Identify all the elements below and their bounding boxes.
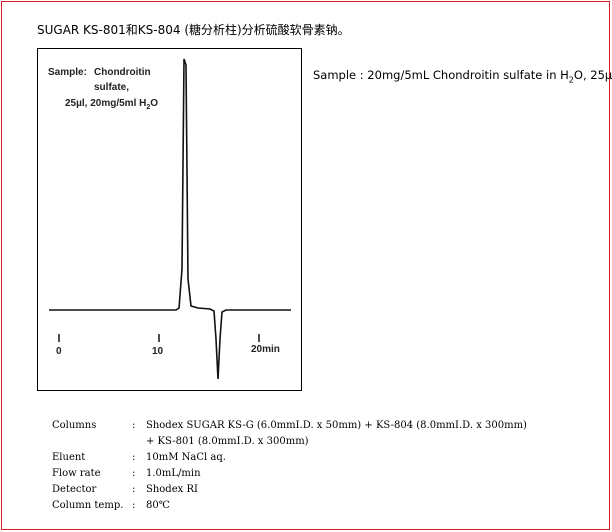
condition-row: Columns: Shodex SUGAR KS-G (6.0mmI.D. x 5… <box>52 420 527 431</box>
sample-conc: 25µl, 20mg/5ml H2O <box>65 98 159 111</box>
page-title: SUGAR KS-801和KS-804 (糖分析柱)分析硫酸软骨素钠。 <box>37 23 350 37</box>
conditions-table: Columns: Shodex SUGAR KS-G (6.0mmI.D. x 5… <box>52 418 527 514</box>
chromatogram-trace <box>49 58 291 380</box>
sample-note: Sample : 20mg/5mL Chondroitin sulfate in… <box>313 68 612 85</box>
trace-line <box>49 58 291 380</box>
tick-label-20: 20min <box>251 344 280 355</box>
sample-label: Sample: <box>48 67 87 78</box>
condition-row: Detector: Shodex RI <box>52 484 198 495</box>
condition-row: + KS-801 (8.0mmI.D. x 300mm) <box>146 436 309 447</box>
sample-name-1: Chondroitin <box>94 67 151 78</box>
condition-row: Column temp.:80℃ <box>52 500 170 511</box>
condition-row: Flow rate:1.0mL/min <box>52 468 201 479</box>
sample-name-2: sulfate, <box>94 82 130 93</box>
chromatogram: Sample: Chondroitin sulfate, 25µl, 20mg/… <box>37 48 302 391</box>
condition-row: Eluent:10mM NaCl aq. <box>52 452 226 463</box>
tick-label-0: 0 <box>56 346 62 357</box>
tick-label-10: 10 <box>152 346 164 357</box>
